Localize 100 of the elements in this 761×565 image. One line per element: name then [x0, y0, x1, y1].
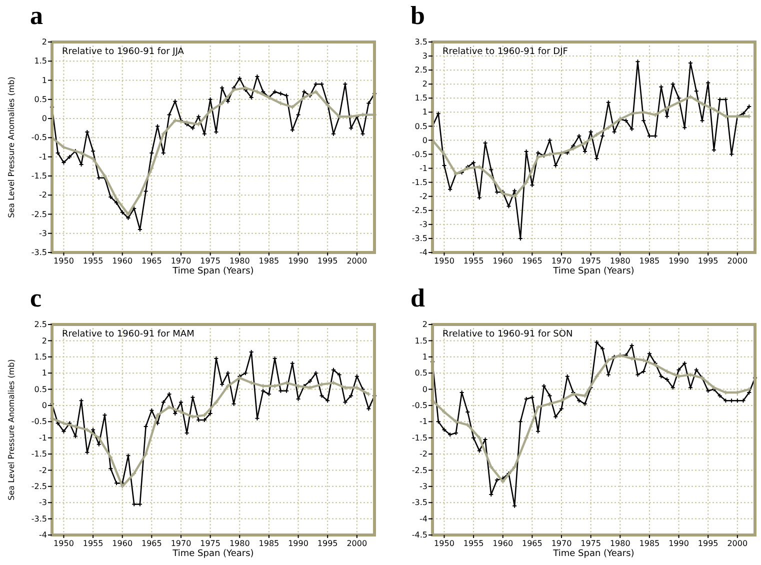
- y-tick-label: -3: [420, 482, 428, 491]
- y-tick-label: -0.5: [412, 401, 428, 410]
- x-axis-title: Time Span (Years): [552, 549, 634, 559]
- y-tick-label: -0.5: [31, 417, 47, 426]
- y-tick-label: -1: [39, 433, 47, 442]
- y-tick-label: -2: [39, 190, 47, 200]
- y-tick-label: -4: [420, 248, 428, 258]
- x-tick-label: 1975: [580, 256, 601, 266]
- y-tick-label: 0.5: [34, 384, 47, 394]
- y-tick-label: 1.5: [414, 94, 428, 103]
- y-axis-title: Sea Level Pressure Anomalies (mb): [7, 76, 16, 218]
- chart-title: d: [410, 284, 426, 312]
- y-tick-label: -2.5: [412, 466, 428, 475]
- x-tick-label: 1955: [463, 256, 484, 266]
- y-tick-label: -2: [420, 192, 428, 201]
- x-axis-title: Time Span (Years): [552, 266, 634, 276]
- chart-title: b: [410, 1, 425, 30]
- y-tick-label: -1: [420, 164, 428, 173]
- x-axis-title: Time Span (Years): [172, 266, 254, 276]
- y-tick-label: -4: [420, 514, 428, 524]
- x-tick-label: 1985: [258, 539, 280, 548]
- x-tick-label: 1955: [463, 539, 484, 548]
- y-tick-label: -3.5: [412, 234, 428, 244]
- x-tick-label: 1960: [492, 539, 514, 548]
- y-tick-label: 1.5: [414, 336, 428, 346]
- y-tick-label: -2.5: [31, 210, 47, 219]
- x-tick-label: 1970: [551, 539, 572, 548]
- y-tick-label: -3: [39, 498, 47, 508]
- x-tick-label: 1985: [639, 256, 660, 266]
- y-tick-label: 1: [422, 352, 428, 362]
- x-tick-label: 1990: [668, 539, 689, 548]
- x-tick-label: 1975: [200, 539, 220, 548]
- y-tick-label: 1: [422, 108, 428, 117]
- y-tick-label: -0.5: [412, 150, 428, 159]
- x-tick-label: 1995: [317, 539, 338, 548]
- y-tick-label: 0: [42, 401, 47, 410]
- text: Rrelative to 1960-91 for SON: [442, 330, 573, 340]
- y-tick-label: 3.5: [414, 38, 428, 47]
- y-tick-label: 2: [42, 38, 47, 47]
- chart-title: a: [30, 1, 43, 30]
- y-tick-label: 0.5: [414, 122, 428, 131]
- y-tick-label: -1.5: [31, 172, 47, 181]
- x-tick-label: 1950: [54, 539, 74, 548]
- y-tick-label: -0.5: [31, 133, 47, 142]
- text: Rrelative to 1960-91 for JJA: [62, 47, 185, 57]
- x-tick-label: 1950: [434, 256, 454, 266]
- y-tick-label: -3.5: [412, 498, 428, 508]
- y-tick-label: -3.5: [31, 514, 47, 524]
- x-tick-label: 1970: [170, 256, 192, 266]
- x-tick-label: 1980: [610, 256, 630, 266]
- y-axis-title: Sea Level Pressure Anomalies (mb): [7, 359, 16, 500]
- y-tick-label: -2.5: [31, 482, 47, 491]
- x-tick-label: 1970: [170, 539, 192, 548]
- x-tick-label: 1990: [288, 539, 308, 548]
- y-tick-label: -3.5: [31, 248, 47, 258]
- y-tick-label: -1: [39, 152, 47, 162]
- y-tick-label: 0: [422, 136, 428, 145]
- y-tick-label: -2: [420, 450, 428, 459]
- text: Rrelative to 1960-91 for MAM: [62, 330, 194, 340]
- y-tick-label: 1: [42, 76, 47, 85]
- y-tick-label: 2: [422, 80, 428, 89]
- x-tick-label: 1955: [82, 256, 104, 266]
- x-tick-label: 1975: [200, 256, 220, 266]
- x-tick-label: 1985: [639, 539, 660, 548]
- x-tick-label: 1995: [317, 256, 338, 266]
- y-tick-label: 0.5: [414, 368, 428, 378]
- x-tick-label: 1960: [112, 256, 133, 266]
- x-tick-label: 1965: [142, 539, 162, 548]
- y-tick-label: 1.5: [34, 56, 47, 66]
- y-tick-label: 2.5: [34, 320, 47, 330]
- x-tick-label: 2000: [727, 539, 748, 548]
- x-tick-label: 2000: [346, 539, 368, 548]
- x-tick-label: 1965: [522, 256, 542, 266]
- y-tick-label: 0: [42, 114, 47, 124]
- y-tick-label: 0: [422, 384, 428, 394]
- y-tick-label: 2.5: [414, 66, 428, 75]
- x-tick-label: 1980: [610, 539, 630, 548]
- x-tick-label: 1950: [54, 256, 74, 266]
- x-tick-label: 1980: [229, 256, 250, 266]
- y-tick-label: -3: [39, 228, 47, 238]
- x-tick-label: 1960: [112, 539, 133, 548]
- x-tick-label: 1950: [434, 539, 454, 548]
- y-tick-label: 1.5: [34, 352, 47, 362]
- x-tick-label: 1965: [522, 539, 542, 548]
- x-tick-label: 1995: [698, 256, 718, 266]
- x-tick-label: 1970: [551, 256, 572, 266]
- x-tick-label: 1990: [668, 256, 689, 266]
- x-tick-label: 2000: [727, 256, 748, 266]
- y-tick-label: -4: [39, 530, 47, 540]
- y-tick-label: -1: [420, 417, 428, 426]
- x-axis-title: Time Span (Years): [172, 549, 254, 559]
- x-tick-label: 1975: [580, 539, 601, 548]
- x-tick-label: 1995: [698, 539, 718, 548]
- text: Rrelative to 1960-91 for DJF: [442, 47, 568, 57]
- y-tick-label: 2: [422, 320, 428, 330]
- x-tick-label: 1955: [82, 539, 104, 548]
- chart-title: c: [30, 284, 42, 312]
- y-tick-label: -3: [420, 220, 428, 229]
- y-tick-label: 0.5: [34, 94, 47, 104]
- y-tick-label: -1.5: [31, 450, 47, 459]
